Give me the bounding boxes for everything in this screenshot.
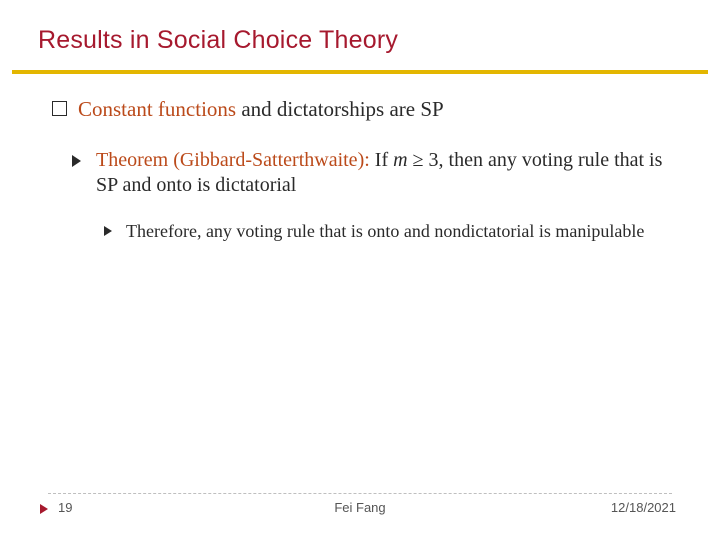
square-bullet-icon	[52, 101, 67, 116]
keyword-text: Theorem (Gibbard-Satterthwaite):	[96, 149, 370, 171]
title-underline	[12, 70, 708, 74]
triangle-bullet-icon	[72, 155, 81, 167]
bullet-level2: Theorem (Gibbard-Satterthwaite): If m ≥ …	[72, 148, 680, 198]
math-variable: m	[393, 149, 407, 171]
triangle-bullet-icon	[104, 226, 112, 236]
bullet-text: If	[370, 149, 393, 171]
keyword-text: Constant functions	[78, 97, 236, 121]
slide-title: Results in Social Choice Theory	[38, 26, 398, 55]
slide-footer: 19 Fei Fang 12/18/2021	[0, 500, 720, 524]
math-relation: ≥ 3	[408, 149, 439, 171]
bullet-level3: Therefore, any voting rule that is onto …	[104, 220, 680, 243]
bullet-text: and dictatorships are SP	[236, 97, 444, 121]
slide: Results in Social Choice Theory Constant…	[0, 0, 720, 540]
footer-divider	[48, 493, 672, 494]
footer-date: 12/18/2021	[611, 500, 676, 515]
bullet-text: Therefore, any voting rule that is onto …	[126, 221, 644, 241]
bullet-level1: Constant functions and dictatorships are…	[52, 96, 680, 122]
slide-body: Constant functions and dictatorships are…	[52, 96, 680, 244]
